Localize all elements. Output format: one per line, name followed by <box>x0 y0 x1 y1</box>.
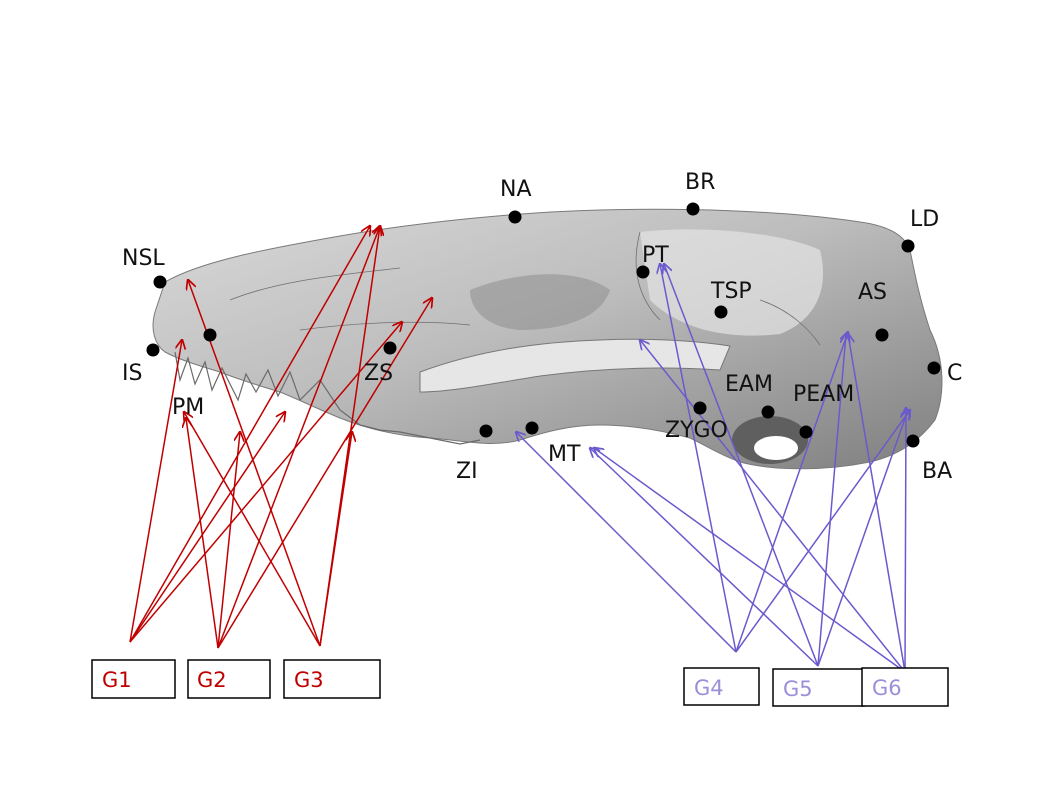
landmark-label: ZS <box>364 361 393 386</box>
skull-image <box>152 208 943 470</box>
right-group-arrows <box>516 264 910 673</box>
landmark-label: IS <box>122 361 142 386</box>
landmark-na: NA <box>500 177 532 224</box>
group-box-g4: G4 <box>683 667 760 706</box>
arrow-g6-4 <box>905 408 906 673</box>
landmark-dot <box>146 343 160 357</box>
landmark-pm: PM <box>172 328 217 420</box>
landmark-dot <box>714 305 728 319</box>
group-box-g2: G2 <box>187 659 271 699</box>
arrow-g3-4 <box>319 226 380 647</box>
landmark-zs: ZS <box>364 341 397 386</box>
landmark-dot <box>901 239 915 253</box>
landmark-zygo: ZYGO <box>665 401 728 443</box>
landmark-zi: ZI <box>456 424 493 484</box>
arrow-g1-4 <box>129 322 402 643</box>
arrow-g2-2 <box>217 432 240 649</box>
landmark-dot <box>479 424 493 438</box>
landmark-label: MT <box>548 442 581 467</box>
landmark-dot <box>636 265 650 279</box>
landmark-dot <box>686 202 700 216</box>
group-label: G2 <box>197 668 227 692</box>
group-label: G1 <box>102 668 132 692</box>
arrow-g1-1 <box>129 340 182 643</box>
landmark-ba: BA <box>906 434 952 484</box>
landmark-ld: LD <box>901 207 939 253</box>
landmark-label: PT <box>642 243 669 268</box>
arrow-g6-2 <box>640 340 906 673</box>
landmark-label: ZI <box>456 459 478 484</box>
landmark-dot <box>761 405 775 419</box>
landmark-label: C <box>947 361 962 386</box>
arrow-g6-3 <box>848 334 906 673</box>
arrow-g2-3 <box>217 226 380 649</box>
group-boxes: G1 G2 G3 G4 G5 G6 <box>91 659 949 707</box>
arrow-g1-2 <box>129 412 285 643</box>
group-label: G6 <box>872 676 902 700</box>
landmark-dot <box>927 361 941 375</box>
landmark-dot <box>153 275 167 289</box>
landmark-dot <box>799 425 813 439</box>
landmark-c: C <box>927 361 962 386</box>
arrow-g5-1 <box>590 448 819 667</box>
landmark-dot <box>525 421 539 435</box>
arrow-g4-1 <box>516 432 737 653</box>
landmark-nsl: NSL <box>122 246 167 289</box>
landmark-dot <box>508 210 522 224</box>
landmark-label: TSP <box>710 279 752 304</box>
landmark-label: BR <box>685 170 715 195</box>
landmark-label: NA <box>500 177 532 202</box>
arrow-g4-4 <box>735 410 910 653</box>
arrow-g5-4 <box>817 410 908 667</box>
arrow-g2-4 <box>217 298 432 649</box>
landmark-eam: EAM <box>725 372 775 419</box>
group-box-g5: G5 <box>772 668 865 707</box>
arrow-g5-2 <box>664 264 819 667</box>
arrow-g5-3 <box>817 334 846 667</box>
landmark-dot <box>693 401 707 415</box>
landmark-label: PEAM <box>793 382 854 407</box>
arrow-g2-1 <box>186 418 219 649</box>
landmark-label: PM <box>172 395 204 420</box>
landmark-tsp: TSP <box>710 279 752 319</box>
group-label: G4 <box>694 676 724 700</box>
landmark-pt: PT <box>636 243 669 279</box>
landmark-is: IS <box>122 343 160 386</box>
group-box-g6: G6 <box>861 667 949 707</box>
group-label: G3 <box>294 668 324 692</box>
arrow-g1-3 <box>129 226 370 643</box>
landmark-label: BA <box>922 459 952 484</box>
landmark-br: BR <box>685 170 715 216</box>
landmark-mt: MT <box>525 421 581 467</box>
landmark-label: EAM <box>725 372 773 397</box>
arrow-g6-1 <box>594 448 906 673</box>
landmark-dot <box>383 341 397 355</box>
landmark-label: NSL <box>122 246 165 271</box>
landmark-points: NSL IS PM ZS NA BR PT TSP <box>122 170 962 484</box>
landmark-peam: PEAM <box>793 382 854 439</box>
landmark-label: ZYGO <box>665 418 728 443</box>
landmark-label: AS <box>858 280 887 305</box>
arrow-g3-2 <box>184 412 321 647</box>
left-group-arrows <box>129 226 432 649</box>
group-box-g1: G1 <box>91 659 176 699</box>
landmark-label: LD <box>910 207 939 232</box>
landmark-dot <box>875 328 889 342</box>
landmark-dot <box>203 328 217 342</box>
group-box-g3: G3 <box>283 659 381 699</box>
arrow-g4-2 <box>660 264 737 653</box>
arrow-g4-3 <box>735 332 848 653</box>
landmark-as: AS <box>858 280 889 342</box>
landmark-dot <box>906 434 920 448</box>
group-label: G5 <box>783 677 813 701</box>
